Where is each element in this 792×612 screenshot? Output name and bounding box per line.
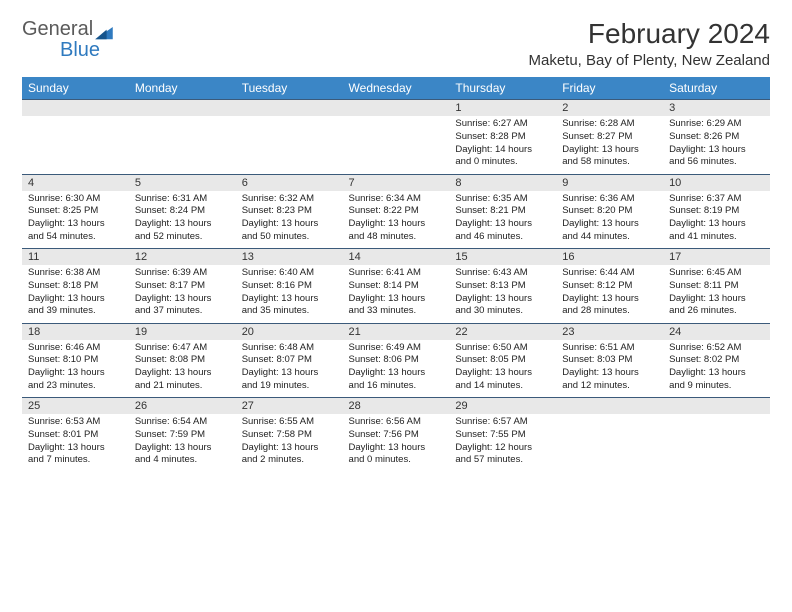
day-detail-cell: Sunrise: 6:40 AM Sunset: 8:16 PM Dayligh…: [236, 265, 343, 323]
day-detail-cell: Sunrise: 6:56 AM Sunset: 7:56 PM Dayligh…: [343, 414, 450, 472]
day-number-cell: 27: [236, 398, 343, 415]
day-detail-cell: Sunrise: 6:36 AM Sunset: 8:20 PM Dayligh…: [556, 191, 663, 249]
day-detail-cell: Sunrise: 6:47 AM Sunset: 8:08 PM Dayligh…: [129, 340, 236, 398]
dow-sunday: Sunday: [22, 77, 129, 100]
day-number-cell: 21: [343, 323, 450, 340]
day-detail-cell: Sunrise: 6:52 AM Sunset: 8:02 PM Dayligh…: [663, 340, 770, 398]
day-detail-cell: Sunrise: 6:51 AM Sunset: 8:03 PM Dayligh…: [556, 340, 663, 398]
day-number-cell: 10: [663, 174, 770, 191]
day-number-cell: 22: [449, 323, 556, 340]
day-detail-cell: Sunrise: 6:55 AM Sunset: 7:58 PM Dayligh…: [236, 414, 343, 472]
dow-thursday: Thursday: [449, 77, 556, 100]
day-number-cell: [22, 100, 129, 117]
day-number-cell: 12: [129, 249, 236, 266]
day-number-cell: 16: [556, 249, 663, 266]
dow-wednesday: Wednesday: [343, 77, 450, 100]
day-detail-cell: Sunrise: 6:44 AM Sunset: 8:12 PM Dayligh…: [556, 265, 663, 323]
day-number-row: 123: [22, 100, 770, 117]
day-number-row: 18192021222324: [22, 323, 770, 340]
day-number-row: 45678910: [22, 174, 770, 191]
day-number-cell: [663, 398, 770, 415]
day-detail-cell: Sunrise: 6:57 AM Sunset: 7:55 PM Dayligh…: [449, 414, 556, 472]
day-number-cell: 18: [22, 323, 129, 340]
day-number-cell: 14: [343, 249, 450, 266]
day-number-cell: 29: [449, 398, 556, 415]
day-detail-cell: Sunrise: 6:50 AM Sunset: 8:05 PM Dayligh…: [449, 340, 556, 398]
day-number-cell: 17: [663, 249, 770, 266]
day-number-cell: 15: [449, 249, 556, 266]
dow-tuesday: Tuesday: [236, 77, 343, 100]
day-detail-cell: Sunrise: 6:43 AM Sunset: 8:13 PM Dayligh…: [449, 265, 556, 323]
day-number-cell: 6: [236, 174, 343, 191]
logo-text-blue: Blue: [22, 39, 100, 62]
day-detail-cell: Sunrise: 6:54 AM Sunset: 7:59 PM Dayligh…: [129, 414, 236, 472]
day-detail-cell: [343, 116, 450, 174]
day-number-cell: 13: [236, 249, 343, 266]
day-detail-cell: [556, 414, 663, 472]
calendar-table: Sunday Monday Tuesday Wednesday Thursday…: [22, 77, 770, 472]
day-detail-cell: Sunrise: 6:39 AM Sunset: 8:17 PM Dayligh…: [129, 265, 236, 323]
day-detail-cell: Sunrise: 6:32 AM Sunset: 8:23 PM Dayligh…: [236, 191, 343, 249]
day-number-cell: 11: [22, 249, 129, 266]
day-detail-cell: Sunrise: 6:41 AM Sunset: 8:14 PM Dayligh…: [343, 265, 450, 323]
day-detail-cell: Sunrise: 6:28 AM Sunset: 8:27 PM Dayligh…: [556, 116, 663, 174]
day-number-row: 2526272829: [22, 398, 770, 415]
month-title: February 2024: [528, 18, 770, 50]
day-detail-cell: Sunrise: 6:31 AM Sunset: 8:24 PM Dayligh…: [129, 191, 236, 249]
day-detail-cell: Sunrise: 6:45 AM Sunset: 8:11 PM Dayligh…: [663, 265, 770, 323]
day-detail-row: Sunrise: 6:27 AM Sunset: 8:28 PM Dayligh…: [22, 116, 770, 174]
day-number-cell: 24: [663, 323, 770, 340]
day-detail-cell: [129, 116, 236, 174]
day-number-cell: 9: [556, 174, 663, 191]
day-number-cell: [129, 100, 236, 117]
logo: GeneralBlue: [22, 18, 114, 62]
dow-friday: Friday: [556, 77, 663, 100]
dow-saturday: Saturday: [663, 77, 770, 100]
day-detail-row: Sunrise: 6:30 AM Sunset: 8:25 PM Dayligh…: [22, 191, 770, 249]
day-detail-cell: Sunrise: 6:27 AM Sunset: 8:28 PM Dayligh…: [449, 116, 556, 174]
day-detail-row: Sunrise: 6:46 AM Sunset: 8:10 PM Dayligh…: [22, 340, 770, 398]
day-number-cell: 8: [449, 174, 556, 191]
day-number-cell: 1: [449, 100, 556, 117]
location-subtitle: Maketu, Bay of Plenty, New Zealand: [528, 52, 770, 69]
day-number-cell: 7: [343, 174, 450, 191]
logo-text-general: General: [22, 18, 93, 41]
day-detail-cell: Sunrise: 6:29 AM Sunset: 8:26 PM Dayligh…: [663, 116, 770, 174]
day-number-cell: 25: [22, 398, 129, 415]
day-number-cell: 23: [556, 323, 663, 340]
title-block: February 2024 Maketu, Bay of Plenty, New…: [528, 18, 770, 69]
day-detail-cell: Sunrise: 6:53 AM Sunset: 8:01 PM Dayligh…: [22, 414, 129, 472]
day-number-cell: [556, 398, 663, 415]
day-detail-cell: Sunrise: 6:48 AM Sunset: 8:07 PM Dayligh…: [236, 340, 343, 398]
day-number-cell: 4: [22, 174, 129, 191]
day-number-cell: 19: [129, 323, 236, 340]
day-number-cell: [236, 100, 343, 117]
day-detail-cell: [236, 116, 343, 174]
day-detail-cell: Sunrise: 6:46 AM Sunset: 8:10 PM Dayligh…: [22, 340, 129, 398]
day-detail-cell: Sunrise: 6:37 AM Sunset: 8:19 PM Dayligh…: [663, 191, 770, 249]
day-detail-cell: Sunrise: 6:38 AM Sunset: 8:18 PM Dayligh…: [22, 265, 129, 323]
day-number-cell: 26: [129, 398, 236, 415]
header: GeneralBlue February 2024 Maketu, Bay of…: [22, 18, 770, 69]
day-detail-cell: Sunrise: 6:30 AM Sunset: 8:25 PM Dayligh…: [22, 191, 129, 249]
day-detail-cell: Sunrise: 6:34 AM Sunset: 8:22 PM Dayligh…: [343, 191, 450, 249]
day-detail-cell: Sunrise: 6:49 AM Sunset: 8:06 PM Dayligh…: [343, 340, 450, 398]
day-number-cell: 2: [556, 100, 663, 117]
day-detail-row: Sunrise: 6:53 AM Sunset: 8:01 PM Dayligh…: [22, 414, 770, 472]
day-number-cell: [343, 100, 450, 117]
day-of-week-row: Sunday Monday Tuesday Wednesday Thursday…: [22, 77, 770, 100]
day-number-cell: 3: [663, 100, 770, 117]
day-detail-row: Sunrise: 6:38 AM Sunset: 8:18 PM Dayligh…: [22, 265, 770, 323]
day-number-row: 11121314151617: [22, 249, 770, 266]
day-number-cell: 28: [343, 398, 450, 415]
day-number-cell: 20: [236, 323, 343, 340]
day-detail-cell: [663, 414, 770, 472]
day-detail-cell: [22, 116, 129, 174]
dow-monday: Monday: [129, 77, 236, 100]
day-number-cell: 5: [129, 174, 236, 191]
day-detail-cell: Sunrise: 6:35 AM Sunset: 8:21 PM Dayligh…: [449, 191, 556, 249]
